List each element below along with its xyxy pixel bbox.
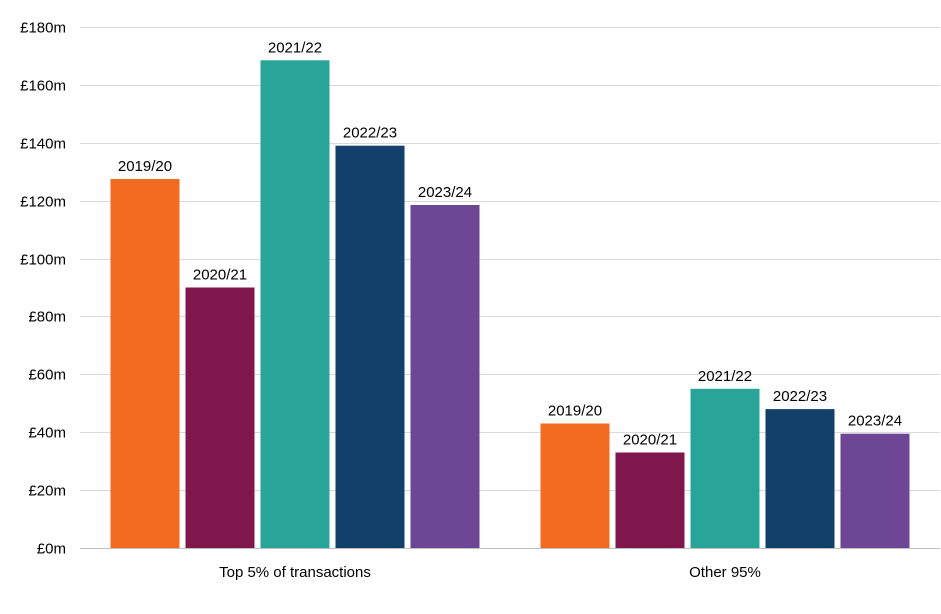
- data-label: 2021/22: [268, 39, 322, 56]
- bar: [410, 205, 480, 548]
- y-tick-label: £140m: [20, 136, 66, 153]
- bar: [110, 179, 180, 548]
- x-category-label: Other 95%: [689, 564, 761, 581]
- data-labels: 2019/20 2020/21 2021/22 2022/23 2023/24 2019/…: [118, 39, 902, 448]
- y-tick-label: £0m: [37, 541, 66, 558]
- data-label: 2023/24: [418, 184, 472, 201]
- y-tick-label: £40m: [28, 425, 66, 442]
- bar: [615, 452, 685, 548]
- y-tick-label: £60m: [28, 367, 66, 384]
- bar: [690, 388, 760, 548]
- x-axis-categories: Top 5% of transactions Other 95%: [219, 564, 761, 581]
- data-label: 2022/23: [343, 125, 397, 142]
- y-tick-label: £160m: [20, 78, 66, 95]
- data-label: 2020/21: [623, 432, 677, 449]
- data-label: 2019/20: [118, 158, 172, 175]
- x-category-label: Top 5% of transactions: [219, 564, 371, 581]
- bars: [110, 60, 910, 549]
- bar: [185, 287, 255, 548]
- data-label: 2020/21: [193, 267, 247, 284]
- bar: [335, 145, 405, 548]
- y-tick-label: £120m: [20, 194, 66, 211]
- y-tick-label: £100m: [20, 252, 66, 269]
- y-tick-label: £80m: [28, 309, 66, 326]
- bar: [540, 423, 610, 548]
- data-label: 2022/23: [773, 388, 827, 405]
- bar: [260, 60, 330, 549]
- data-label: 2021/22: [698, 368, 752, 385]
- bar: [765, 409, 835, 548]
- data-label: 2019/20: [548, 403, 602, 420]
- data-label: 2023/24: [848, 413, 902, 430]
- y-tick-label: £180m: [20, 20, 66, 37]
- bar: [840, 433, 910, 548]
- y-axis-ticks: £0m £20m £40m £60m £80m £100m £120m £140m £160m £…: [20, 20, 66, 558]
- y-tick-label: £20m: [28, 483, 66, 500]
